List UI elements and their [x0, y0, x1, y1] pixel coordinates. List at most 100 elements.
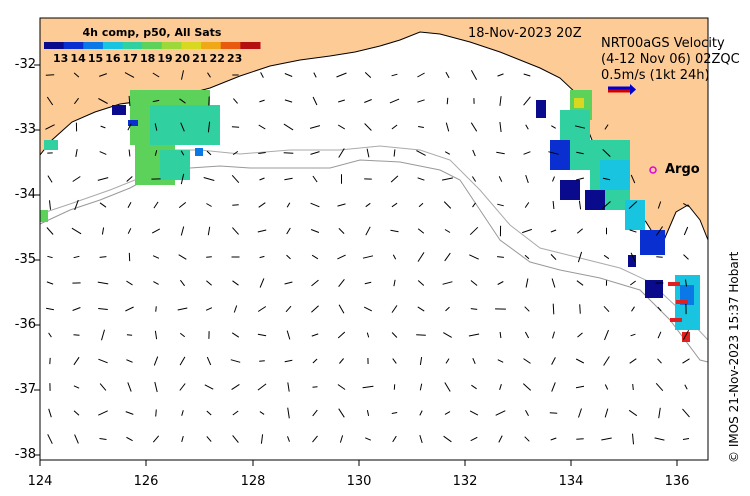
- velocity-arrow: [417, 252, 425, 262]
- velocity-arrow: [312, 175, 318, 183]
- velocity-arrow: [442, 177, 453, 181]
- velocity-arrow: [154, 381, 158, 393]
- velocity-arrow: [310, 202, 320, 208]
- velocity-arrow: [73, 255, 80, 259]
- velocity-arrow: [128, 95, 131, 107]
- velocity-arrow: [309, 125, 321, 129]
- velocity-arrow: [339, 358, 344, 364]
- velocity-arrow: [311, 279, 319, 287]
- velocity-arrow: [657, 331, 662, 339]
- argo-marker: [649, 166, 657, 174]
- velocity-arrow: [99, 383, 107, 391]
- velocity-arrow: [366, 409, 370, 417]
- velocity-arrow: [178, 202, 187, 208]
- velocity-arrow: [98, 98, 108, 104]
- velocity-arrow: [364, 281, 372, 285]
- x-tick-label: 130: [346, 474, 372, 489]
- velocity-arrow: [232, 150, 239, 156]
- velocity-arrow: [655, 226, 664, 236]
- velocity-arrow: [155, 306, 157, 312]
- velocity-arrow: [445, 306, 450, 312]
- velocity-arrow: [284, 73, 293, 77]
- velocity-arrow: [286, 330, 291, 340]
- colorbar-swatch: [240, 42, 261, 49]
- colorbar-swatch: [83, 42, 104, 49]
- velocity-arrow: [338, 99, 345, 103]
- velocity-arrow: [337, 203, 346, 207]
- velocity-arrow: [98, 358, 108, 364]
- velocity-arrow: [259, 177, 265, 181]
- velocity-arrow: [632, 433, 634, 445]
- velocity-arrow: [152, 99, 160, 103]
- velocity-arrow: [499, 331, 502, 339]
- velocity-arrow: [685, 279, 687, 287]
- velocity-arrow: [179, 356, 186, 366]
- velocity-arrow: [576, 151, 584, 155]
- velocity-arrow: [391, 412, 398, 414]
- velocity-arrow: [337, 331, 346, 339]
- velocity-arrow: [233, 305, 238, 313]
- velocity-arrow: [365, 202, 371, 208]
- velocity-arrow: [551, 382, 556, 392]
- velocity-arrow: [99, 151, 107, 155]
- velocity-arrow: [152, 435, 160, 443]
- velocity-arrow: [204, 384, 214, 390]
- y-tick-label: -36: [14, 317, 36, 332]
- velocity-arrow: [207, 226, 211, 236]
- velocity-arrow: [128, 149, 131, 157]
- velocity-arrow: [417, 228, 425, 234]
- velocity-arrow: [630, 280, 636, 286]
- velocity-arrow: [258, 124, 266, 130]
- velocity-arrow: [286, 202, 291, 208]
- velocity-arrow: [284, 99, 293, 103]
- velocity-arrow: [683, 254, 689, 260]
- colorbar-swatch: [220, 42, 241, 49]
- velocity-arrow: [311, 254, 319, 260]
- velocity-arrow: [393, 279, 396, 287]
- velocity-arrow: [418, 126, 424, 128]
- velocity-arrow: [74, 199, 79, 211]
- velocity-arrow: [230, 359, 241, 363]
- velocity-arrow: [552, 176, 555, 182]
- velocity-arrow: [472, 149, 476, 157]
- velocity-arrow: [523, 73, 531, 77]
- velocity-arrow: [45, 124, 55, 130]
- velocity-arrow: [552, 303, 555, 315]
- velocity-arrow: [390, 229, 399, 233]
- velocity-arrow: [419, 434, 423, 444]
- velocity-arrow: [153, 356, 159, 366]
- velocity-arrow: [389, 98, 400, 104]
- velocity-arrow: [578, 200, 582, 210]
- velocity-arrow: [497, 256, 504, 258]
- velocity-arrow: [287, 407, 290, 419]
- velocity-arrow: [232, 204, 239, 206]
- velocity-arrow: [97, 281, 109, 285]
- y-tick-label: -35: [14, 252, 36, 267]
- velocity-arrow: [601, 437, 612, 441]
- velocity-arrow: [578, 408, 582, 418]
- velocity-arrow: [654, 437, 665, 441]
- velocity-arrow: [231, 383, 240, 391]
- velocity-arrow: [206, 150, 212, 156]
- velocity-arrow: [393, 149, 396, 157]
- velocity-arrow: [155, 409, 157, 417]
- velocity-arrow: [602, 177, 611, 181]
- y-tick-label: -38: [14, 447, 36, 462]
- velocity-arrow: [445, 71, 450, 79]
- velocity-arrow: [257, 229, 267, 233]
- velocity-arrow: [125, 306, 134, 312]
- velocity-arrow: [656, 256, 663, 258]
- velocity-arrow: [126, 359, 133, 363]
- velocity-arrow: [524, 331, 530, 339]
- velocity-arrow: [471, 176, 477, 182]
- velocity-arrow: [604, 384, 609, 390]
- velocity-arrow: [207, 72, 211, 78]
- velocity-arrow: [178, 254, 187, 260]
- velocity-scale-label: 0.5m/s (1kt 24h): [601, 68, 710, 83]
- velocity-arrow: [364, 99, 372, 103]
- velocity-arrow: [497, 281, 504, 285]
- colorbar-swatch: [201, 42, 222, 49]
- velocity-arrow: [551, 357, 556, 365]
- velocity-arrow: [469, 226, 479, 236]
- velocity-arrow: [417, 72, 425, 78]
